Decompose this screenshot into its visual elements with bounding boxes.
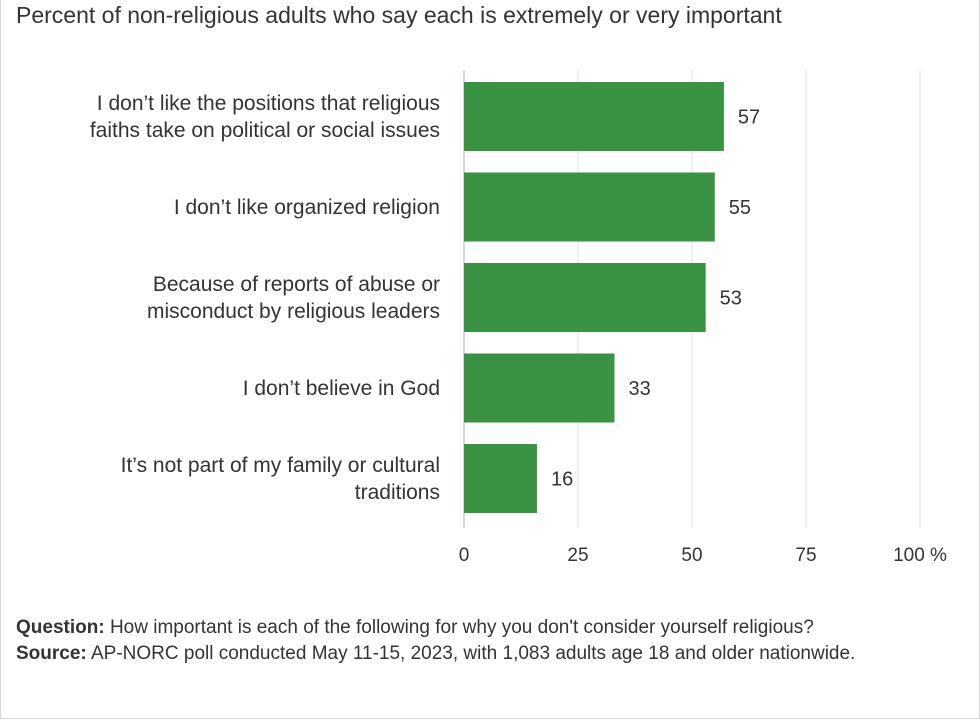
x-tick-label: 25 [567,545,588,566]
category-label: I don’t like the positions that religiou… [90,92,440,142]
x-tick-label: 100 % [893,545,947,566]
category-label-line: faiths take on political or social issue… [90,119,440,142]
bar [464,444,537,513]
x-tick-label: 75 [795,545,816,566]
source-note: Source: AP-NORC poll conducted May 11-15… [16,641,956,667]
x-tick-label: 0 [459,545,470,566]
bars [464,82,724,513]
x-tick-label: 50 [681,545,702,566]
bar-chart: I don’t like the positions that religiou… [90,70,947,566]
data-labels: 57 55 53 33 16 [551,107,760,491]
bar [464,82,724,151]
category-label: It’s not part of my family or cultural tr… [121,454,440,504]
question-text: How important is each of the following f… [104,617,814,638]
category-label-line: I don’t believe in God [243,377,440,400]
bar [464,172,715,242]
category-label-line: It’s not part of my family or cultural [121,454,440,477]
chart-footer: Question: How important is each of the f… [16,615,956,667]
chart-title: Percent of non-religious adults who say … [16,2,782,28]
x-axis-ticks: 0 25 50 75 100 % [459,545,947,566]
data-label: 57 [738,107,760,129]
question-note: Question: How important is each of the f… [16,615,956,641]
question-label: Question: [16,617,105,638]
category-label: I don’t like organized religion [174,196,440,219]
category-label-line: I don’t like the positions that religiou… [97,92,440,115]
category-label-line: Because of reports of abuse or [153,273,440,296]
category-label-line: I don’t like organized religion [174,196,440,219]
data-label: 16 [551,469,573,491]
bar [464,263,706,332]
category-labels: I don’t like the positions that religiou… [90,92,440,504]
category-label-line: misconduct by religious leaders [147,300,440,323]
data-label: 53 [720,288,742,310]
category-label: Because of reports of abuse or misconduct… [147,273,440,323]
category-label-line: traditions [355,481,440,504]
source-text: AP-NORC poll conducted May 11-15, 2023, … [86,643,856,664]
source-label: Source: [16,643,87,664]
category-label: I don’t believe in God [243,377,440,400]
data-label: 33 [628,378,650,400]
data-label: 55 [729,197,751,219]
bar [464,353,615,423]
